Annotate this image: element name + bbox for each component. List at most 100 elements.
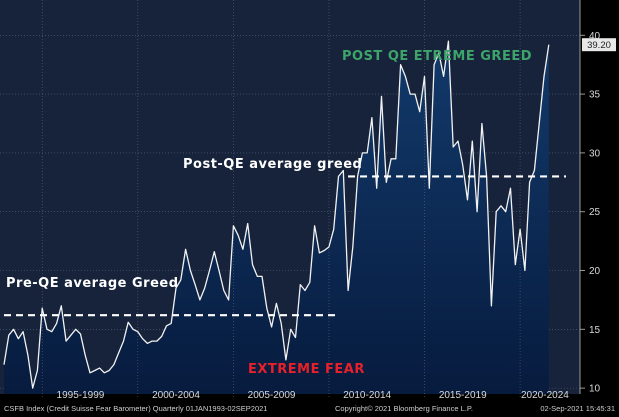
data-point: [147, 343, 149, 345]
y-tick-label: 15: [589, 325, 601, 336]
data-point: [194, 284, 196, 286]
data-point: [295, 337, 297, 339]
data-point: [84, 354, 86, 356]
data-point: [89, 372, 91, 374]
y-tick-label: 30: [589, 148, 601, 159]
data-point: [190, 270, 192, 272]
data-point: [443, 76, 445, 78]
annotation-post-qe-extreme-greed: POST QE ETREME GREED: [342, 49, 532, 64]
data-point: [505, 211, 507, 213]
footer: CSFB Index (Credit Suisse Fear Barometer…: [4, 404, 615, 413]
data-point: [70, 334, 72, 336]
data-point: [237, 234, 239, 236]
data-point: [285, 359, 287, 361]
data-point: [376, 187, 378, 189]
data-point: [534, 170, 536, 172]
data-point: [491, 305, 493, 307]
data-point: [261, 276, 263, 278]
y-tick-label: 25: [589, 207, 601, 218]
data-point: [271, 326, 273, 328]
data-point: [61, 305, 63, 307]
data-point: [385, 181, 387, 183]
data-point: [309, 281, 311, 283]
x-period-label: 2020-2024: [521, 390, 569, 401]
data-point: [247, 223, 249, 225]
y-tick-label: 35: [589, 90, 601, 101]
y-tick-label: 10: [589, 384, 601, 395]
x-period-label: 2010-2014: [343, 390, 391, 401]
data-point: [80, 333, 82, 335]
data-point: [395, 158, 397, 160]
data-point: [352, 246, 354, 248]
data-point: [467, 199, 469, 201]
data-point: [366, 152, 368, 154]
data-point: [151, 340, 153, 342]
data-point: [204, 287, 206, 289]
data-point: [161, 336, 163, 338]
data-point: [3, 364, 5, 366]
data-point: [524, 270, 526, 272]
data-point: [256, 276, 258, 278]
data-point: [104, 372, 106, 374]
data-point: [118, 352, 120, 354]
data-point: [409, 93, 411, 95]
data-point: [381, 96, 383, 98]
data-point: [323, 250, 325, 252]
data-point: [22, 331, 24, 333]
data-point: [510, 187, 512, 189]
data-point: [319, 252, 321, 254]
data-point: [481, 123, 483, 125]
data-point: [132, 329, 134, 331]
footer-timestamp: 02-Sep-2021 15:45:31: [540, 404, 615, 413]
data-point: [314, 225, 316, 227]
data-point: [99, 367, 101, 369]
data-point: [328, 246, 330, 248]
data-point: [428, 187, 430, 189]
data-point: [242, 249, 244, 251]
x-axis-period-labels: 1995-1999 2000-2004 2005-2009 2010-2014 2015…: [57, 390, 570, 401]
data-point: [462, 164, 464, 166]
data-point: [32, 387, 34, 389]
last-value-label: 39.20: [587, 40, 611, 51]
last-value-badge: 39.20: [582, 38, 616, 52]
data-point: [113, 364, 115, 366]
data-point: [46, 329, 48, 331]
data-point: [233, 225, 235, 227]
y-tick-label: 40: [589, 31, 601, 42]
data-point: [543, 76, 545, 78]
data-point: [209, 270, 211, 272]
data-point: [500, 205, 502, 207]
data-point: [180, 279, 182, 281]
data-point: [280, 323, 282, 325]
data-point: [252, 264, 254, 266]
data-point: [419, 111, 421, 113]
data-point: [27, 354, 29, 356]
data-point: [75, 329, 77, 331]
y-axis-ticks: 10 15 20 25 30 35 40: [580, 31, 601, 395]
x-period-label: 2015-2019: [439, 390, 487, 401]
data-point: [185, 249, 187, 251]
data-point: [448, 40, 450, 42]
x-period-label: 2005-2009: [248, 390, 296, 401]
data-point: [199, 299, 201, 301]
data-point: [166, 325, 168, 327]
series-line: [3, 40, 550, 389]
data-point: [476, 211, 478, 213]
data-point: [519, 229, 521, 231]
data-point: [538, 123, 540, 125]
data-point: [156, 340, 158, 342]
annotation-extreme-fear: EXTREME FEAR: [248, 362, 365, 377]
data-point: [228, 299, 230, 301]
data-point: [266, 307, 268, 309]
x-period-label: 2000-2004: [152, 390, 200, 401]
data-point: [414, 93, 416, 95]
area-fill: [4, 41, 549, 394]
data-point: [405, 76, 407, 78]
annotation-post-qe-average-greed: Post-QE average greed: [183, 157, 362, 172]
data-point: [457, 140, 459, 142]
data-point: [338, 176, 340, 178]
data-point: [170, 323, 172, 325]
data-point: [515, 264, 517, 266]
footer-copyright: Copyright© 2021 Bloomberg Finance L.P.: [335, 404, 473, 413]
